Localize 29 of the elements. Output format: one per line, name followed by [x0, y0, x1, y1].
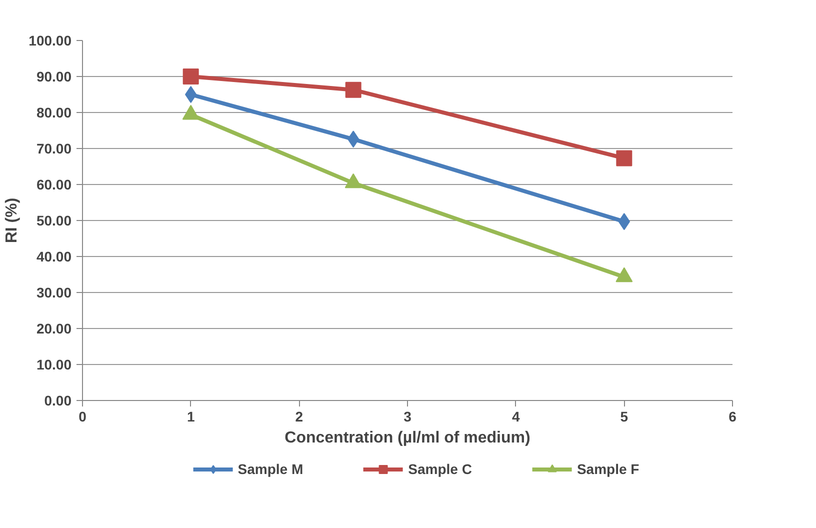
- y-tick-label: 30.00: [36, 284, 72, 300]
- x-tick-label: 0: [78, 408, 87, 424]
- y-tick-label: 0.00: [44, 392, 72, 408]
- point: [616, 267, 633, 282]
- point: [182, 68, 199, 84]
- y-tick-label: 90.00: [36, 68, 72, 84]
- point: [616, 150, 632, 166]
- legend-label: Sample C: [408, 461, 472, 477]
- y-tick-label: 20.00: [36, 320, 72, 336]
- y-tick-label: 10.00: [36, 356, 72, 372]
- point: [345, 82, 362, 98]
- x-tick-label: 2: [295, 408, 304, 424]
- x-tick-label: 3: [404, 408, 412, 424]
- x-tick-label: 4: [512, 408, 520, 424]
- x-tick-label: 5: [620, 408, 628, 424]
- point: [344, 173, 362, 188]
- y-tick-label: 100.00: [28, 32, 72, 48]
- legend-label: Sample M: [238, 461, 304, 477]
- y-tick-label: 70.00: [36, 140, 72, 156]
- y-tick-label: 50.00: [36, 212, 72, 228]
- point: [185, 86, 197, 103]
- x-axis-title: Concentration (µl/ml of medium): [284, 430, 530, 446]
- x-tick-label: 6: [728, 408, 737, 424]
- x-tick-label: 1: [186, 408, 195, 424]
- y-tick-label: 40.00: [36, 248, 72, 264]
- y-tick-label: 80.00: [36, 104, 72, 120]
- y-axis-title: RI (%): [4, 198, 21, 244]
- y-tick-label: 60.00: [36, 176, 72, 192]
- legend-label: Sample F: [576, 461, 640, 477]
